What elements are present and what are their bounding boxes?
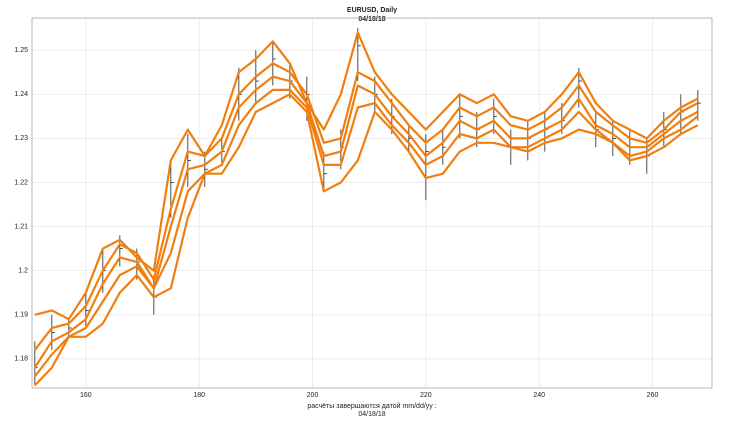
envelope-line bbox=[34, 93, 699, 387]
envelope-line bbox=[33, 75, 699, 369]
y-tick-label: 1.22 bbox=[14, 179, 28, 186]
chart-subtitle: 04/18/18 bbox=[358, 16, 385, 23]
y-tick-label: 1.23 bbox=[14, 135, 28, 142]
y-tick-label: 1.19 bbox=[14, 312, 28, 319]
y-tick-label: 1.2 bbox=[18, 268, 28, 275]
x-tick-label: 260 bbox=[647, 392, 659, 399]
envelope-line bbox=[33, 88, 699, 378]
y-tick-label: 1.18 bbox=[14, 356, 28, 363]
y-tick-label: 1.24 bbox=[14, 91, 28, 98]
x-tick-label: 200 bbox=[307, 392, 319, 399]
x-axis-label-date: 04/18/18 bbox=[358, 411, 385, 418]
y-tick-label: 1.25 bbox=[14, 47, 28, 54]
plot-frame bbox=[31, 17, 713, 389]
x-tick-label: 220 bbox=[420, 392, 432, 399]
x-axis-label: расчёты завершаются датой mm/dd/yy : bbox=[307, 402, 436, 410]
x-tick-label: 240 bbox=[533, 392, 545, 399]
x-tick-label: 160 bbox=[80, 392, 92, 399]
x-tick-label: 180 bbox=[193, 392, 205, 399]
chart-title: EURUSD, Daily bbox=[347, 7, 397, 14]
envelope-line bbox=[34, 31, 699, 321]
envelope-line bbox=[33, 62, 699, 351]
y-tick-label: 1.21 bbox=[14, 223, 28, 230]
